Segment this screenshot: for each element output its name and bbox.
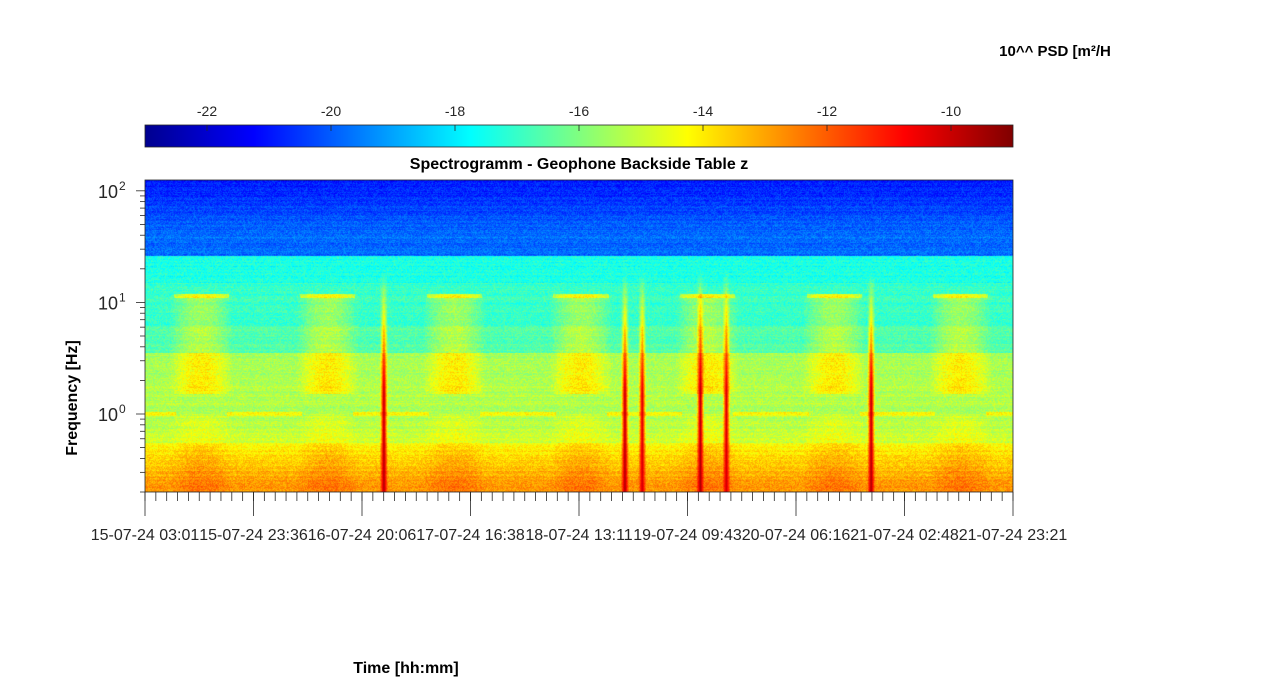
colorbar-label: 10^^ PSD [m²/H [999, 43, 1111, 60]
x-tick-label: 19-07-24 09:43 [633, 527, 742, 544]
x-tick-label: 15-07-24 23:36 [199, 527, 308, 544]
chart-title: Spectrogramm - Geophone Backside Table z [410, 156, 748, 173]
colorbar-tick-label: -14 [693, 103, 713, 119]
x-tick-label: 18-07-24 13:11 [525, 527, 632, 544]
colorbar-tick-label: -20 [321, 103, 341, 119]
x-axis: 15-07-24 03:01 15-07-24 23:36 16-07-24 20:… [91, 492, 1068, 544]
spectrogram-image [145, 180, 1013, 492]
colorbar-ticks: -22 -20 -18 -16 -14 -12 -10 [197, 103, 961, 131]
colorbar-tick-label: -22 [197, 103, 217, 119]
x-tick-label: 21-07-24 02:48 [850, 527, 959, 544]
x-tick-label: 21-07-24 23:21 [959, 527, 1068, 544]
x-tick-label: 16-07-24 20:06 [308, 527, 417, 544]
colorbar-tick-label: -18 [445, 103, 465, 119]
y-tick-label: 10 [98, 182, 118, 202]
x-tick-label: 20-07-24 06:16 [742, 527, 851, 544]
y-tick-exponent: 1 [119, 290, 126, 304]
y-tick-label: 10 [98, 293, 118, 313]
colorbar-tick-label: -10 [941, 103, 961, 119]
spectrogram-plot [144, 179, 1014, 493]
x-axis-label: Time [hh:mm] [353, 660, 458, 677]
x-tick-label: 15-07-24 03:01 [91, 527, 200, 544]
colorbar: -22 -20 -18 -16 -14 -12 -10 [144, 103, 1014, 148]
y-tick-exponent: 2 [119, 179, 126, 193]
x-tick-label: 17-07-24 16:38 [416, 527, 525, 544]
colorbar-tick-label: -12 [817, 103, 837, 119]
y-tick-exponent: 0 [119, 402, 126, 416]
colorbar-tick-label: -16 [569, 103, 589, 119]
y-axis-label: Frequency [Hz] [64, 340, 81, 456]
y-tick-label: 10 [98, 405, 118, 425]
